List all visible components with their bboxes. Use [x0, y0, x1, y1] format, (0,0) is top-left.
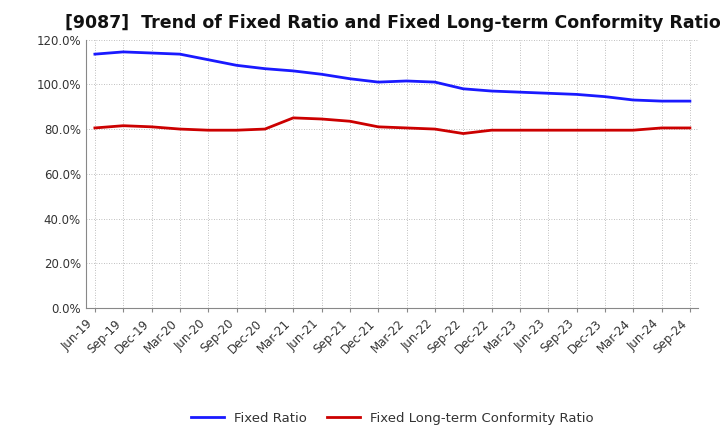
Fixed Long-term Conformity Ratio — [685, 125, 694, 131]
Fixed Long-term Conformity Ratio — [629, 128, 637, 133]
Title: [9087]  Trend of Fixed Ratio and Fixed Long-term Conformity Ratio: [9087] Trend of Fixed Ratio and Fixed Lo… — [65, 15, 720, 33]
Fixed Ratio — [261, 66, 269, 71]
Fixed Ratio — [91, 51, 99, 57]
Fixed Long-term Conformity Ratio — [544, 128, 552, 133]
Fixed Ratio — [119, 49, 127, 55]
Fixed Ratio — [544, 91, 552, 96]
Fixed Ratio — [431, 80, 439, 85]
Legend: Fixed Ratio, Fixed Long-term Conformity Ratio: Fixed Ratio, Fixed Long-term Conformity … — [186, 406, 599, 430]
Fixed Ratio — [516, 89, 524, 95]
Fixed Ratio — [459, 86, 467, 92]
Fixed Ratio — [233, 62, 241, 68]
Fixed Long-term Conformity Ratio — [148, 124, 156, 129]
Fixed Long-term Conformity Ratio — [402, 125, 411, 131]
Fixed Long-term Conformity Ratio — [176, 126, 184, 132]
Fixed Long-term Conformity Ratio — [346, 119, 354, 124]
Fixed Long-term Conformity Ratio — [572, 128, 581, 133]
Fixed Long-term Conformity Ratio — [289, 115, 297, 121]
Fixed Long-term Conformity Ratio — [459, 131, 467, 136]
Fixed Long-term Conformity Ratio — [318, 116, 326, 121]
Fixed Long-term Conformity Ratio — [233, 128, 241, 133]
Fixed Ratio — [374, 80, 382, 85]
Fixed Long-term Conformity Ratio — [374, 124, 382, 129]
Line: Fixed Ratio: Fixed Ratio — [95, 52, 690, 101]
Fixed Ratio — [402, 78, 411, 84]
Fixed Ratio — [148, 50, 156, 55]
Line: Fixed Long-term Conformity Ratio: Fixed Long-term Conformity Ratio — [95, 118, 690, 134]
Fixed Ratio — [657, 99, 666, 104]
Fixed Ratio — [176, 51, 184, 57]
Fixed Long-term Conformity Ratio — [600, 128, 609, 133]
Fixed Ratio — [685, 99, 694, 104]
Fixed Ratio — [629, 97, 637, 103]
Fixed Ratio — [487, 88, 496, 94]
Fixed Long-term Conformity Ratio — [204, 128, 212, 133]
Fixed Ratio — [318, 72, 326, 77]
Fixed Ratio — [572, 92, 581, 97]
Fixed Long-term Conformity Ratio — [119, 123, 127, 128]
Fixed Long-term Conformity Ratio — [261, 126, 269, 132]
Fixed Ratio — [204, 57, 212, 62]
Fixed Ratio — [600, 94, 609, 99]
Fixed Long-term Conformity Ratio — [91, 125, 99, 131]
Fixed Long-term Conformity Ratio — [516, 128, 524, 133]
Fixed Ratio — [289, 68, 297, 73]
Fixed Ratio — [346, 76, 354, 81]
Fixed Long-term Conformity Ratio — [487, 128, 496, 133]
Fixed Long-term Conformity Ratio — [431, 126, 439, 132]
Fixed Long-term Conformity Ratio — [657, 125, 666, 131]
